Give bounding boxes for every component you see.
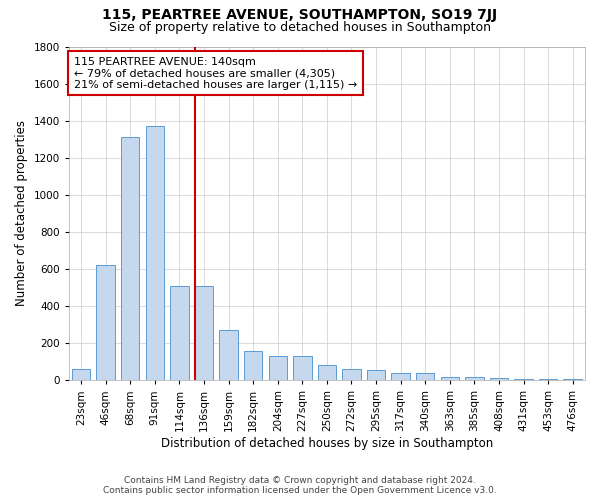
Text: 115, PEARTREE AVENUE, SOUTHAMPTON, SO19 7JJ: 115, PEARTREE AVENUE, SOUTHAMPTON, SO19 …	[103, 8, 497, 22]
Bar	[391, 373, 410, 380]
Text: Contains HM Land Registry data © Crown copyright and database right 2024.
Contai: Contains HM Land Registry data © Crown c…	[103, 476, 497, 495]
Bar	[490, 378, 508, 380]
Bar	[244, 350, 262, 380]
X-axis label: Distribution of detached houses by size in Southampton: Distribution of detached houses by size …	[161, 437, 493, 450]
Bar	[514, 379, 533, 380]
Bar	[195, 286, 213, 380]
Bar	[465, 376, 484, 380]
Bar	[72, 369, 91, 380]
Text: 115 PEARTREE AVENUE: 140sqm
← 79% of detached houses are smaller (4,305)
21% of : 115 PEARTREE AVENUE: 140sqm ← 79% of det…	[74, 56, 357, 90]
Bar	[440, 376, 459, 380]
Bar	[269, 356, 287, 380]
Bar	[97, 266, 115, 380]
Bar	[342, 369, 361, 380]
Bar	[367, 370, 385, 380]
Text: Size of property relative to detached houses in Southampton: Size of property relative to detached ho…	[109, 21, 491, 34]
Bar	[170, 286, 188, 380]
Bar	[220, 330, 238, 380]
Bar	[317, 366, 336, 380]
Y-axis label: Number of detached properties: Number of detached properties	[15, 120, 28, 306]
Bar	[293, 356, 311, 380]
Bar	[416, 373, 434, 380]
Bar	[121, 138, 139, 380]
Bar	[146, 126, 164, 380]
